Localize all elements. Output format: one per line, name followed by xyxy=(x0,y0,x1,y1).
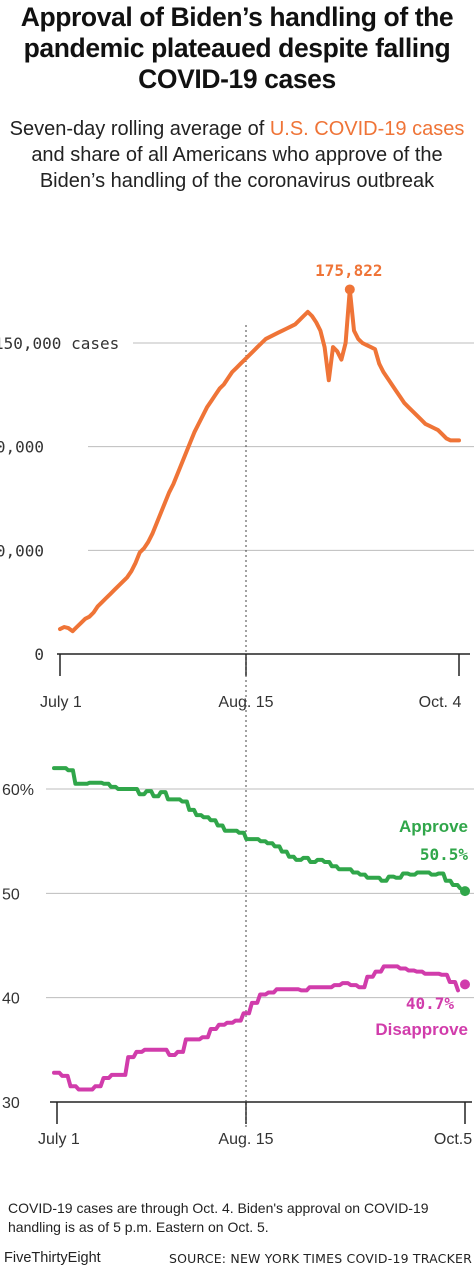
chart-title: Approval of Biden’s handling of the pand… xyxy=(20,2,454,94)
approve-value-label: 50.5% xyxy=(420,845,469,864)
approval-y-tick-label: 50 xyxy=(2,886,20,903)
disapprove-value-label: 40.7% xyxy=(406,994,455,1013)
approval-x-axis: July 1 Aug. 15 Oct.5 xyxy=(38,1102,472,1148)
approval-y-tick-label: 60% xyxy=(2,782,34,799)
cases-x-tick-label: Aug. 15 xyxy=(218,694,273,711)
subtitle-rest: and share of all Americans who approve o… xyxy=(31,144,443,192)
approve-legend-label: Approve xyxy=(399,817,468,836)
source-credit: SOURCE: NEW YORK TIMES COVID-19 TRACKER xyxy=(169,1251,472,1266)
brand-name: FiveThirtyEight xyxy=(4,1250,101,1266)
approval-y-axis: 30 40 50 60% xyxy=(2,782,34,1112)
cases-peak-label: 175,822 xyxy=(315,261,382,280)
subtitle-intro: Seven-day rolling average of xyxy=(9,118,270,140)
cases-y-tick-label: 150,000 cases xyxy=(0,334,119,353)
disapprove-end-marker xyxy=(460,979,470,990)
subtitle-cases-highlight: U.S. COVID-19 cases xyxy=(269,118,465,140)
approval-x-tick-label: July 1 xyxy=(38,1131,80,1148)
approve-end-marker xyxy=(460,886,470,897)
footnote: COVID-19 cases are through Oct. 4. Biden… xyxy=(8,1200,429,1235)
cases-x-tick-label: Oct. 4 xyxy=(419,694,462,711)
cases-y-tick-label: 100,000 xyxy=(0,438,44,457)
cases-x-axis: July 1 Aug. 15 Oct. 4 xyxy=(40,654,461,711)
cases-series-line xyxy=(58,287,461,634)
approval-x-tick-label: Oct.5 xyxy=(434,1131,472,1148)
cases-gridlines xyxy=(88,342,474,551)
approve-series-line xyxy=(52,766,462,891)
cases-y-axis: 0 50,000 100,000 150,000 cases xyxy=(0,334,119,664)
disapprove-series-line xyxy=(52,964,460,1092)
charts-canvas: 0 50,000 100,000 150,000 cases July 1 Aug. 1… xyxy=(0,261,474,1148)
disapprove-legend-label: Disapprove xyxy=(375,1020,468,1039)
approval-y-tick-label: 40 xyxy=(2,991,20,1008)
cases-peak-marker xyxy=(344,284,355,295)
chart-subtitle: Seven-day rolling average of U.S. COVID-… xyxy=(0,116,474,194)
cases-x-tick-label: July 1 xyxy=(40,694,82,711)
cases-y-tick-label: 0 xyxy=(34,645,44,664)
approval-y-tick-label: 30 xyxy=(2,1095,20,1112)
approval-x-tick-label: Aug. 15 xyxy=(218,1131,273,1148)
cases-y-tick-label: 50,000 xyxy=(0,541,44,560)
